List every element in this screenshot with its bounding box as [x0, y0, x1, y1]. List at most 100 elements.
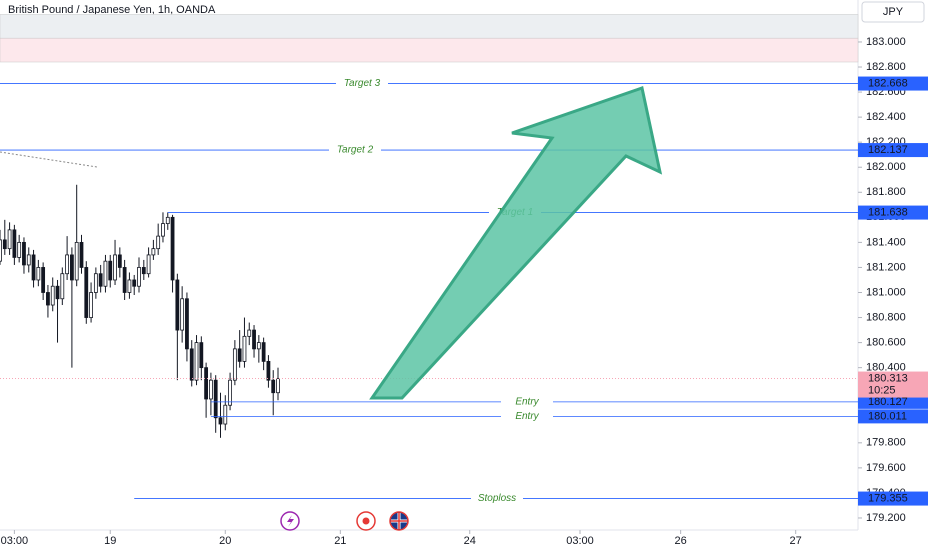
candle-body [31, 254, 36, 281]
price-box [858, 143, 928, 158]
price-box-label: 180.011 [868, 410, 907, 422]
candle-body [199, 342, 204, 369]
price-box-label: 182.137 [868, 144, 908, 156]
candle-body [204, 367, 209, 400]
candle-body [271, 379, 276, 394]
candle-body [137, 267, 141, 287]
candle-body [122, 267, 127, 293]
level-label: Stoploss [478, 493, 516, 504]
level-label-bg [471, 492, 523, 505]
x-tick-label: 19 [104, 535, 116, 547]
candle-body [46, 292, 50, 306]
candle-body [276, 378, 280, 394]
candle-body [98, 273, 103, 287]
candle-body [237, 348, 242, 362]
chart-title: British Pound / Japanese Yen, 1h, OANDA [8, 4, 216, 16]
candle-body [22, 241, 26, 266]
trend-line [0, 151, 98, 168]
price-box-label: 182.668 [868, 77, 908, 89]
candle-body [74, 241, 79, 281]
candle-body [218, 417, 223, 425]
price-box [858, 491, 928, 506]
y-tick-label: 180.600 [866, 337, 906, 349]
candle-body [256, 342, 261, 350]
candle-body [26, 254, 31, 266]
candle-body [69, 254, 74, 281]
candle-body [170, 216, 175, 281]
price-box [858, 394, 928, 409]
candle-body [189, 348, 194, 381]
zone [0, 14, 859, 39]
candle-body [0, 239, 2, 262]
price-box [858, 409, 928, 424]
level-label-bg [329, 144, 381, 157]
candle-body [141, 267, 146, 275]
candle-body [7, 229, 12, 250]
price-box [858, 76, 928, 91]
y-tick-label: 182.400 [866, 111, 906, 123]
candle-body [247, 329, 252, 337]
candle-body [252, 329, 256, 350]
y-tick-label: 180.800 [866, 311, 906, 323]
candle-body [180, 298, 185, 331]
y-tick-label: 181.000 [866, 286, 906, 298]
lightning-icon [287, 515, 294, 527]
candle-body [127, 279, 132, 293]
y-tick-label: 180.400 [866, 362, 906, 374]
level-label: Entry [515, 411, 539, 422]
last-price-box [858, 371, 928, 398]
candle-body [146, 254, 151, 275]
candle-body [2, 239, 7, 250]
y-tick-label: 182.800 [866, 61, 906, 73]
level-label: Entry [515, 396, 539, 407]
candle-body [156, 235, 161, 250]
candle-body [266, 360, 271, 381]
arrow [369, 86, 663, 400]
candle-body [232, 348, 237, 381]
candle-body [261, 342, 266, 362]
y-tick-label: 179.800 [866, 437, 906, 449]
level-label: Target 2 [337, 145, 374, 156]
y-tick-label: 181.800 [866, 186, 906, 198]
candle-body [185, 298, 189, 350]
candle-body [223, 404, 228, 425]
currency: JPY [883, 6, 904, 18]
candle-body [209, 379, 213, 400]
candle-body [17, 241, 22, 258]
price-box-label: 180.127 [868, 396, 908, 408]
candle-body [132, 279, 137, 287]
y-tick-label: 179.200 [866, 512, 906, 524]
candle-body [55, 285, 60, 300]
y-tick-label: 179.600 [866, 462, 906, 474]
x-tick-label: 03:00 [1, 535, 29, 547]
candle-body [113, 254, 117, 281]
flag-cross [391, 513, 407, 529]
x-tick-label: 24 [464, 535, 476, 547]
level-label: Target 3 [344, 78, 381, 89]
candle-body [12, 229, 17, 258]
price-box [858, 205, 928, 220]
currency-box[interactable] [861, 1, 925, 23]
candle-body [242, 335, 247, 362]
x-tick-label: 26 [675, 535, 687, 547]
x-tick-label: 20 [219, 535, 231, 547]
candle-body [79, 241, 84, 268]
countdown: 10:25 [868, 384, 896, 396]
y-tick-label: 182.000 [866, 161, 906, 173]
candle-body [103, 260, 108, 287]
y-tick-label: 181.200 [866, 261, 906, 273]
level-label-bg [501, 410, 553, 423]
candle-body [84, 267, 89, 318]
candle-body [108, 260, 113, 281]
candle-body [165, 216, 170, 224]
last-price-label: 180.313 [868, 372, 908, 384]
candle-body [41, 267, 46, 293]
candle-body [194, 342, 199, 381]
candle-body [117, 254, 122, 268]
candle-body [50, 285, 55, 306]
price-box-label: 181.638 [868, 206, 908, 218]
candle-body [213, 379, 218, 419]
candle-body [175, 279, 180, 331]
candle-body [36, 267, 41, 281]
